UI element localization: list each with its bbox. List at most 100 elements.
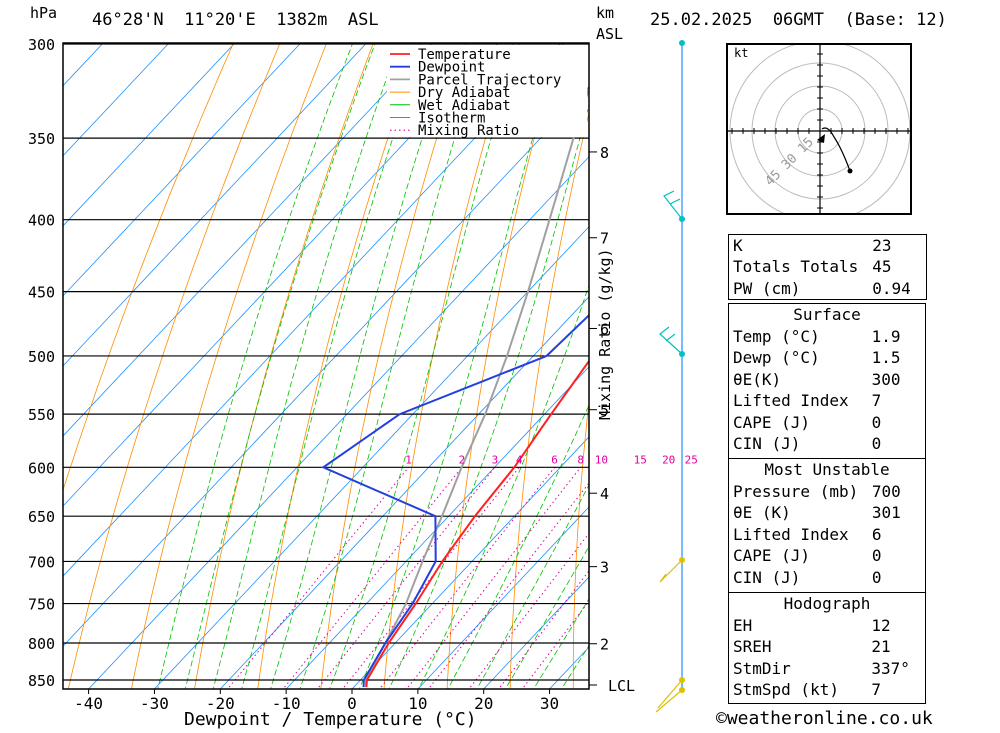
wet-adiabat-line <box>184 43 376 689</box>
dry-adiabat-line <box>446 43 561 689</box>
height-unit-km: km <box>596 4 615 22</box>
wet-adiabat-line <box>418 283 589 689</box>
pressure-tick-label: 850 <box>28 672 55 690</box>
pressure-tick-label: 350 <box>28 130 55 148</box>
legend-background <box>387 45 587 137</box>
height-tick-label: 4 <box>600 485 609 503</box>
height-tick-label: 8 <box>600 144 609 162</box>
temperature-tick-label: 20 <box>474 694 493 713</box>
pressure-tick-label: 750 <box>28 596 55 614</box>
mixing-ratio-line <box>406 466 582 689</box>
index-row: CAPE (J) 0 <box>729 545 925 566</box>
index-value: 0 <box>871 434 882 454</box>
isotherm-line <box>63 43 104 87</box>
wet-adiabat-line <box>270 43 454 689</box>
isotherm-line <box>153 226 589 689</box>
index-value: 0 <box>871 412 882 432</box>
isotherm-line <box>63 86 589 647</box>
index-key: StmDir <box>733 658 791 678</box>
hodograph-trace <box>821 127 851 172</box>
wet-adiabat-line <box>212 43 400 689</box>
dry-adiabat-line <box>635 34 702 695</box>
wet-adiabat-line <box>533 598 589 689</box>
index-key: StmSpd (kt) <box>733 680 839 700</box>
index-key: θE (K) <box>733 503 791 523</box>
index-key: Lifted Index <box>733 391 849 411</box>
most-unstable-table: Pressure (mb) 700 θE (K) 301 Lifted Index 6… <box>729 481 925 588</box>
index-value: 300 <box>871 369 901 389</box>
dry-adiabat-line <box>383 43 514 689</box>
mixing-ratio-line <box>521 600 589 689</box>
storm-motion-marker <box>817 134 825 143</box>
index-value: 1.9 <box>871 327 901 346</box>
surface-table: Temp (°C) 1.9 Dewp (°C) 1.5 θE(K) 300 Lifte… <box>729 326 925 454</box>
hodograph-ring-label: 45 <box>763 168 785 190</box>
mixing-ratio-label: 20 <box>662 453 675 466</box>
mixing-ratio-line <box>498 570 589 689</box>
wet-adiabat-line <box>157 43 354 689</box>
mixing-ratio-label: 15 <box>634 453 647 466</box>
index-row: Pressure (mb) 700 <box>729 481 925 502</box>
index-key: Totals Totals <box>733 257 859 277</box>
dry-adiabat-line <box>67 43 281 689</box>
hodograph-panel: kt 15 30 45 <box>726 43 912 215</box>
mixing-ratio-label: 1 <box>405 453 412 466</box>
mixing-ratio-label: 2 <box>459 453 466 466</box>
index-value: 7 <box>871 680 882 700</box>
temperature-tick-label: 0 <box>347 694 357 713</box>
index-row: CIN (J) 0 <box>729 433 925 454</box>
dry-adiabat-line <box>194 43 374 689</box>
pressure-tick-label: 450 <box>28 284 55 302</box>
mixing-ratio-label: 10 <box>595 453 608 466</box>
hodograph-unit: kt <box>734 46 749 60</box>
pressure-tick-label: 550 <box>28 406 55 424</box>
isotherm-line <box>63 43 302 297</box>
wet-adiabat-line <box>241 43 426 689</box>
index-key: SREH <box>733 637 772 657</box>
index-value: 337° <box>871 658 910 678</box>
wet-adiabat-line <box>299 43 485 689</box>
indices-top-table: K 23 Totals Totals 45 PW (cm) 0.94 <box>728 234 927 301</box>
wind-barb <box>659 326 683 355</box>
wind-barb <box>659 559 683 583</box>
isotherm-line <box>417 506 589 689</box>
pressure-tick-label: 400 <box>28 212 55 230</box>
index-row: θE(K) 300 <box>729 369 925 390</box>
legend-label-dewpoint: Dewpoint <box>418 60 485 76</box>
datetime-header: 25.02.2025 06GMT (Base: 12) <box>650 10 947 30</box>
wet-adiabat-line <box>358 43 561 689</box>
height-tick-label: 2 <box>600 636 609 654</box>
legend-label-dry-adiabat: Dry Adiabat <box>418 85 511 101</box>
pressure-tick-label: 500 <box>28 348 55 366</box>
dry-adiabat-line <box>63 43 234 492</box>
temperature-tick-label: -10 <box>272 694 301 713</box>
index-key: CAPE (J) <box>733 546 811 566</box>
height-tick-label: 3 <box>600 559 609 577</box>
dry-adiabat-line <box>320 43 468 689</box>
index-key: Dewp (°C) <box>733 348 820 368</box>
hodograph-end-point <box>847 168 853 174</box>
wind-barb <box>663 190 683 220</box>
temperature-tick-label: -30 <box>140 694 169 713</box>
credit-link[interactable]: ©weatheronline.co.uk <box>716 708 933 729</box>
index-value: 45 <box>872 257 892 277</box>
height-tick-label: 6 <box>600 320 609 338</box>
legend-label-temperature: Temperature <box>418 47 511 63</box>
index-row: SREH 21 <box>729 636 925 657</box>
legend-label-parcel-trajectory: Parcel Trajectory <box>418 72 561 88</box>
index-row: StmDir 337° <box>729 658 925 679</box>
pressure-tick-label: 700 <box>28 553 55 571</box>
index-value: 700 <box>871 482 901 501</box>
index-value: 1.5 <box>871 348 901 368</box>
isotherm-line <box>483 576 589 689</box>
index-value: 7 <box>871 391 882 411</box>
surface-title: Surface <box>793 305 861 324</box>
most-unstable-box: Most Unstable Pressure (mb) 700 θE (K) 301… <box>728 458 926 593</box>
isotherm-line <box>63 43 236 227</box>
index-key: CIN (J) <box>733 434 801 454</box>
isotherm-line <box>63 43 433 437</box>
pressure-unit-label: hPa <box>30 4 58 22</box>
pressure-tick-label: 650 <box>28 508 55 526</box>
index-key: CIN (J) <box>733 567 801 587</box>
isotherm-line <box>63 43 565 577</box>
